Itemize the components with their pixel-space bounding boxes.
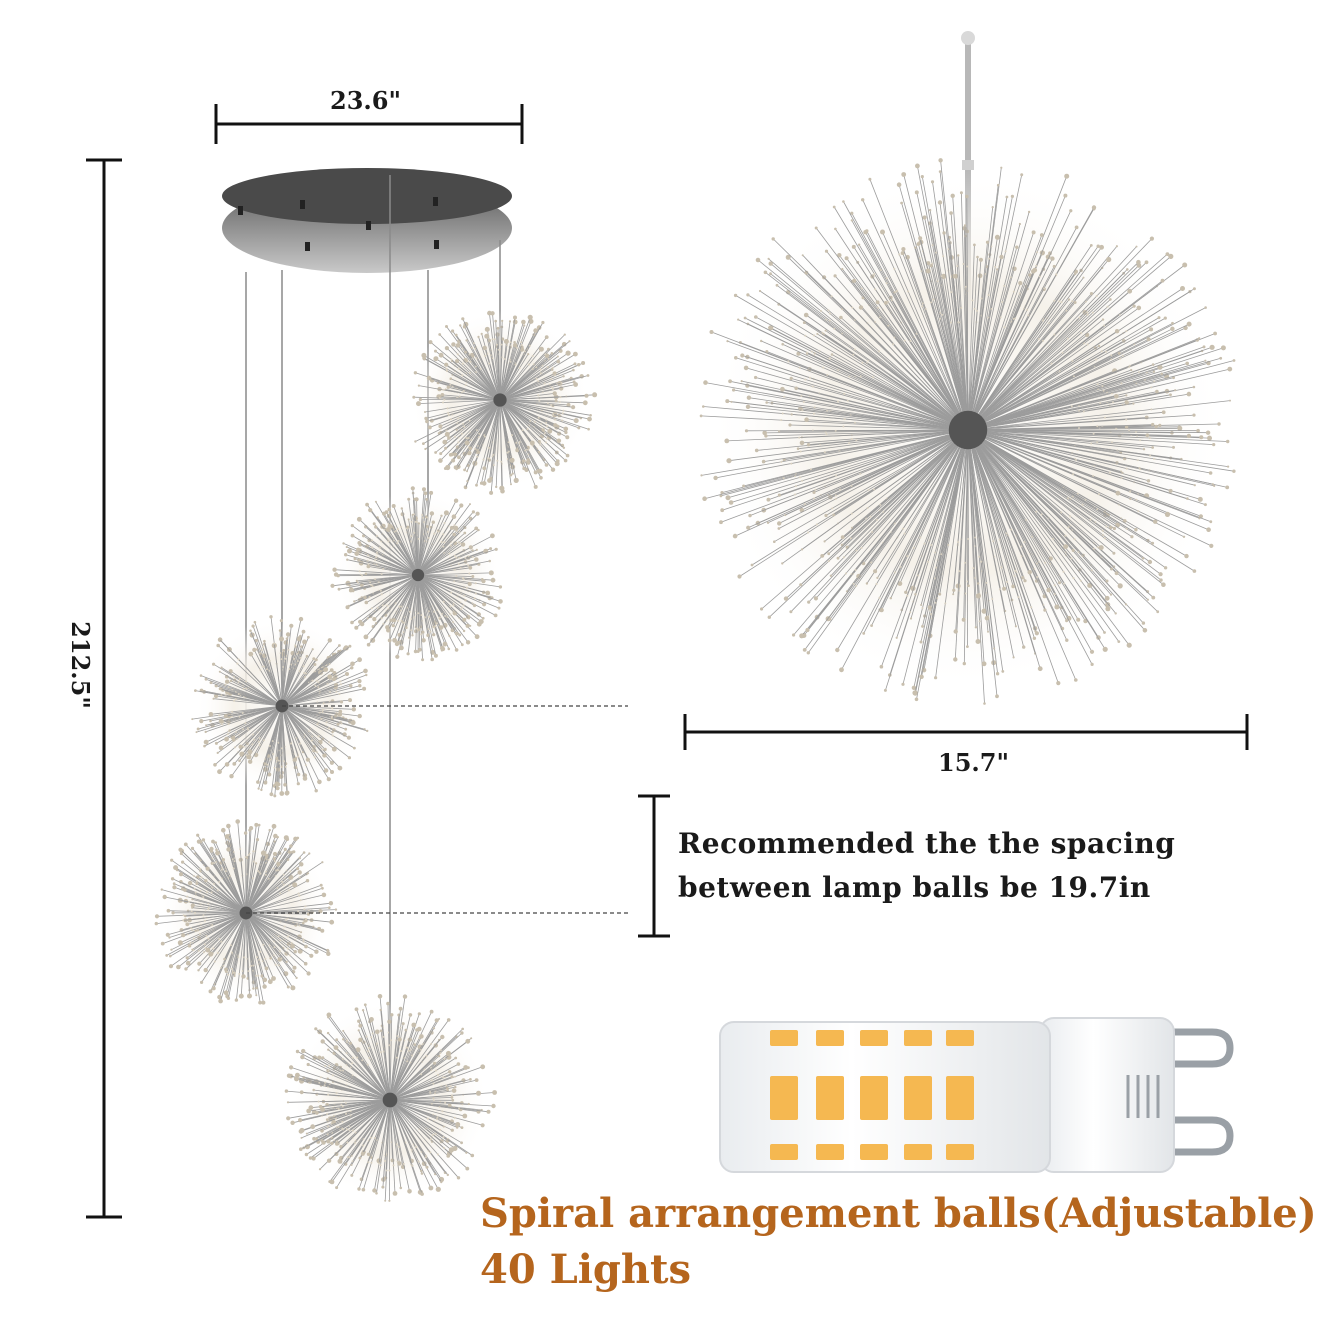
led-chip: [816, 1030, 844, 1046]
led-chip: [946, 1030, 974, 1046]
spacing-note-line1: Recommended the the spacing: [678, 827, 1176, 860]
lamp-ball-3: [191, 615, 370, 798]
lamp-ball-4: [154, 819, 338, 1005]
led-chip: [904, 1144, 932, 1160]
g9-led-bulb: [719, 1017, 1234, 1173]
led-chip: [860, 1144, 888, 1160]
height-dimension: [86, 158, 122, 1219]
led-chip: [770, 1030, 798, 1046]
detail-ball: [699, 31, 1236, 705]
canopy-width-label: 23.6": [330, 86, 401, 115]
detail-ball-burst: [699, 158, 1236, 705]
led-chip: [946, 1076, 974, 1120]
ball-diameter-label: 15.7": [938, 748, 1009, 777]
spacing-note: Recommended the the spacing between lamp…: [678, 822, 1175, 910]
lamp-ball-1: [409, 309, 598, 495]
led-chip: [816, 1144, 844, 1160]
spacing-bracket: [638, 794, 670, 938]
led-chip: [860, 1030, 888, 1046]
led-chip: [904, 1030, 932, 1046]
height-label: 212.5": [66, 621, 95, 709]
ball-diameter-dimension: [683, 714, 1249, 750]
headline-lights-count: 40 Lights: [480, 1246, 691, 1293]
ceiling-canopy: [222, 168, 512, 273]
led-chip: [770, 1076, 798, 1120]
spiral-balls: [154, 309, 598, 1202]
headline-arrangement: Spiral arrangement balls(Adjustable): [480, 1190, 1317, 1237]
led-chip: [946, 1144, 974, 1160]
spacing-note-line2: between lamp balls be 19.7in: [678, 871, 1151, 904]
spacing-guide-lines: [246, 705, 628, 914]
lamp-ball-2: [330, 486, 503, 662]
led-chip: [770, 1144, 798, 1160]
product-headline: Spiral arrangement balls(Adjustable) 40 …: [480, 1186, 1317, 1298]
canopy-width-dimension: [214, 104, 524, 144]
led-chip: [860, 1076, 888, 1120]
led-chip: [816, 1076, 844, 1120]
led-chip: [904, 1076, 932, 1120]
lamp-ball-5: [284, 994, 497, 1202]
